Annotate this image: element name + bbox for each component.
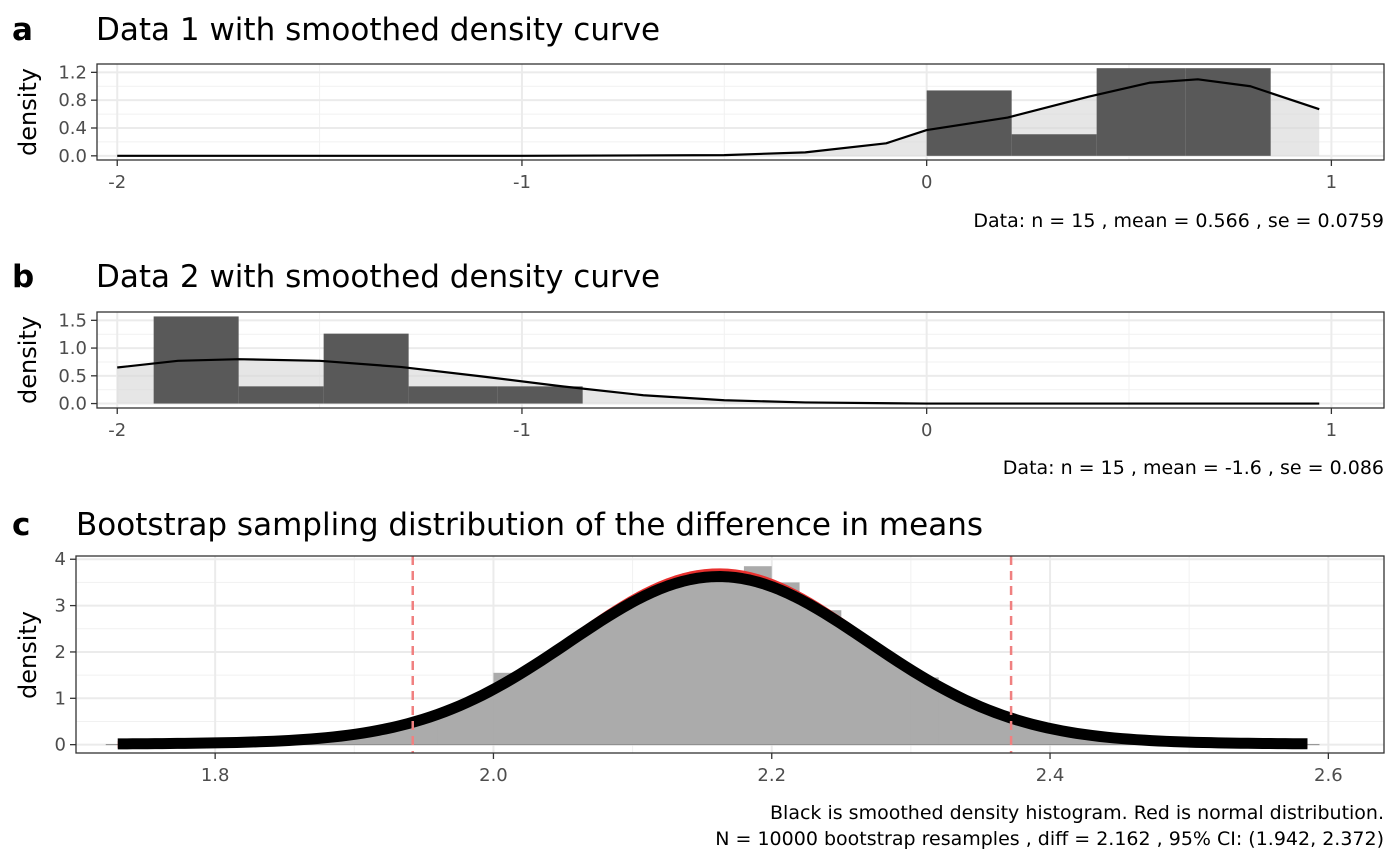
panel-c-xtick-label: 2.6: [1314, 765, 1343, 786]
panel-b-histogram-bar-4: [408, 386, 498, 404]
panel-b-plot: -2 -1 0 1 0.0 0.5 1.0 1.5: [58, 310, 1385, 441]
panel-a: a Data 1 with smoothed density curve den…: [12, 12, 1385, 232]
panel-c-smoothed-density-curve: [117, 571, 1308, 750]
panel-b-xtick-label: 1: [1326, 420, 1337, 441]
panel-b-title: Data 2 with smoothed density curve: [96, 259, 660, 295]
panel-b-ytick-label: 1.5: [58, 310, 87, 331]
panel-a-title: Data 1 with smoothed density curve: [96, 12, 660, 48]
panel-c-xtick-label: 2.2: [757, 765, 786, 786]
panel-a-xtick-label: 1: [1326, 172, 1337, 193]
panel-a-xtick-label: -1: [513, 172, 531, 193]
panel-c-histogram-bin-4: [771, 582, 800, 745]
panel-a-xtick-label: -2: [108, 172, 126, 193]
panel-a-ytick-label: 0.4: [58, 118, 87, 139]
panel-b-ylabel: density: [14, 316, 42, 404]
panel-c-xtick-label: 2.4: [1036, 765, 1065, 786]
panel-c-ytick-label: 2: [55, 642, 66, 663]
panel-a-histogram-bar-3: [1096, 68, 1186, 156]
panel-b-xtick-label: 0: [921, 420, 932, 441]
panel-a-xtick-label: 0: [921, 172, 932, 193]
panel-b-histogram-bar-5: [497, 386, 583, 404]
panel-c-ytick-label: 4: [55, 549, 66, 570]
panel-c-ytick-label: 1: [55, 688, 66, 709]
panel-a-ytick-label: 1.2: [58, 62, 87, 83]
panel-b-ytick-label: 1.0: [58, 338, 87, 359]
panel-c-ylabel: density: [14, 611, 42, 699]
panel-a-ytick-label: 0.8: [58, 90, 87, 111]
panel-b-histogram-bar-2: [238, 386, 324, 404]
panel-b-xtick-label: -1: [513, 420, 531, 441]
panel-b-ytick-label: 0.0: [58, 394, 87, 415]
panel-c-title: Bootstrap sampling distribution of the d…: [76, 507, 983, 543]
panel-a-histogram-bar-4: [1185, 68, 1271, 156]
panel-c-histogram-bin-5: [799, 610, 842, 745]
panel-b-tag: b: [12, 259, 34, 295]
panel-c-ytick-label: 3: [55, 596, 66, 617]
panel-a-panel-border: [96, 63, 1385, 161]
panel-a-tag: a: [12, 12, 33, 48]
panel-b-density-curve: [117, 358, 1320, 405]
panel-a-density-curve: [117, 78, 1320, 157]
panel-c-caption-line2: N = 10000 bootstrap resamples , diff = 2…: [715, 828, 1384, 850]
panel-a-caption: Data: n = 15 , mean = 0.566 , se = 0.075…: [973, 210, 1384, 232]
panel-a-plot: -2 -1 0 1 0.0 0.4 0.8 1.2: [58, 62, 1385, 193]
panel-c-caption-line1: Black is smoothed density histogram. Red…: [770, 802, 1384, 824]
panel-c-histogram-area: [117, 578, 1308, 745]
panel-b-panel-border: [96, 311, 1385, 409]
panel-c-xtick-label: 2.0: [479, 765, 508, 786]
panel-c-plot: 1.8 2.0 2.2 2.4 2.6 0 1 2 3 4: [55, 549, 1385, 786]
panel-b-ytick-label: 0.5: [58, 366, 87, 387]
panel-b-caption: Data: n = 15 , mean = -1.6 , se = 0.086: [1003, 457, 1384, 479]
panel-a-ylabel: density: [14, 68, 42, 156]
panel-c: c Bootstrap sampling distribution of the…: [12, 507, 1385, 850]
panel-b-xtick-label: -2: [108, 420, 126, 441]
panel-c-histogram-bin-3: [743, 566, 772, 745]
panel-a-ytick-label: 0.0: [58, 146, 87, 167]
panel-b-histogram-bar-3: [323, 333, 409, 404]
panel-a-histogram-bar-2: [1011, 134, 1097, 156]
panel-c-ytick-label: 0: [55, 735, 66, 756]
panel-c-histogram-bin-1: [409, 723, 438, 745]
panel-c-xtick-label: 1.8: [201, 765, 230, 786]
panel-c-panel-border: [75, 555, 1385, 754]
panel-c-tag: c: [12, 507, 30, 543]
panel-b: b Data 2 with smoothed density curve den…: [12, 259, 1385, 479]
